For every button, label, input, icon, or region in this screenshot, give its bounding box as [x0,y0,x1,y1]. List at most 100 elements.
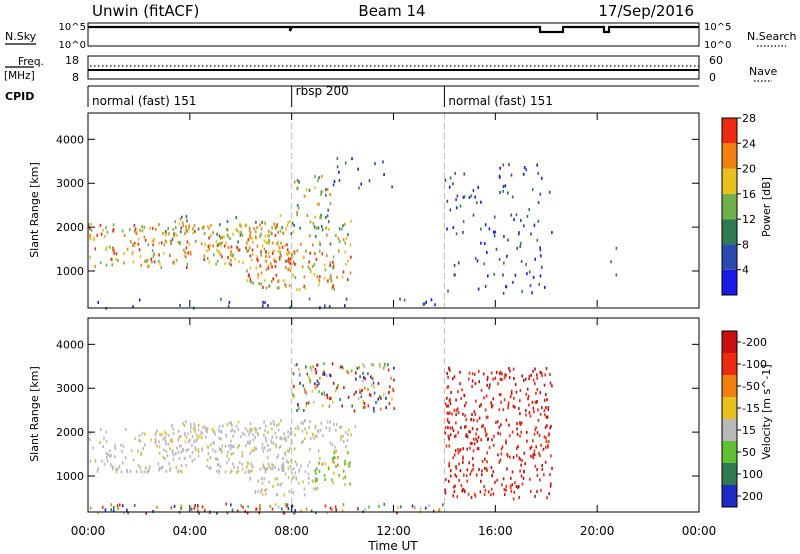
scatter-cell [244,427,247,431]
scatter-cell [479,490,482,494]
scatter-cell [357,167,359,171]
scatter-cell [492,230,495,234]
scatter-cell [129,228,131,232]
scatter-cell [492,492,495,496]
scatter-cell [206,458,209,462]
scatter-cell [336,165,339,169]
scatter-cell [296,409,298,412]
scatter-cell [232,232,234,236]
scatter-cell [372,406,375,410]
scatter-cell [350,369,353,373]
scatter-cell [466,468,469,472]
scatter-cell [328,467,330,471]
scatter-cell [343,386,345,389]
scatter-cell [272,463,275,467]
scatter-cell [383,393,385,397]
scatter-cell [324,477,326,481]
scatter-cell [543,473,545,477]
colorbar-bin [722,485,737,507]
scatter-cell [191,435,194,439]
scatter-cell [342,440,345,444]
scatter-cell [314,175,316,178]
scatter-cell [312,487,315,491]
scatter-cell [275,435,278,439]
scatter-cell [189,252,192,256]
scatter-cell [470,194,473,198]
scatter-cell [338,227,341,231]
scatter-cell [536,373,538,377]
scatter-cell [246,429,249,433]
scatter-cell [337,236,340,240]
scatter-cell [283,493,285,497]
scatter-cell [337,384,339,388]
scatter-cell [123,233,126,237]
scatter-cell [173,232,176,236]
scatter-cell [505,373,507,377]
scatter-cell [118,465,120,469]
scatter-cell [297,427,300,431]
scatter-cell [271,441,273,445]
scatter-cell [195,433,198,437]
scatter-cell [549,473,551,476]
scatter-cell [383,364,386,368]
scatter-cell [177,437,180,441]
scatter-cell [236,245,239,249]
scatter-cell [199,434,201,438]
scatter-cell [362,363,364,367]
scatter-cell [88,223,90,227]
scatter-cell [468,371,471,375]
scatter-cell [315,424,317,428]
scatter-cell [480,200,482,204]
scatter-cell [461,489,463,493]
scatter-cell [350,219,352,223]
scatter-cell [532,455,534,459]
scatter-cell [226,220,229,223]
scatter-cell [255,507,258,511]
scatter-cell [315,511,317,515]
scatter-cell [221,241,223,245]
scatter-cell [290,427,292,431]
scatter-cell [96,233,99,237]
scatter-cell [261,481,264,485]
scatter-cell [287,257,290,261]
colorbar-tick-label: 12 [742,213,756,226]
scatter-cell [529,446,532,450]
scatter-cell [321,392,323,396]
scatter-cell [493,215,496,219]
scatter-cell [547,445,549,449]
scatter-cell [459,204,462,208]
scatter-cell [169,254,171,257]
scatter-cell [497,453,499,457]
scatter-cell [305,404,308,408]
scatter-cell [175,466,178,469]
scatter-cell [533,410,535,414]
x-tick-label: 00:00 [71,524,106,538]
scatter-cell [187,440,190,443]
scatter-cell [166,454,169,458]
scatter-cell [303,408,305,412]
scatter-cell [184,431,186,435]
scatter-cell [271,463,273,467]
scatter-cell [507,191,509,195]
scatter-cell [502,185,505,188]
scatter-cell [499,432,502,436]
scatter-cell [215,469,218,473]
scatter-cell [141,224,143,228]
scatter-cell [503,261,505,265]
scatter-cell [286,224,289,228]
scatter-cell [483,262,486,266]
scatter-cell [449,433,452,437]
scatter-cell [449,176,452,180]
scatter-cell [170,506,173,510]
scatter-cell [216,511,218,515]
scatter-cell [323,276,326,280]
scatter-cell [184,440,187,444]
scatter-cell [499,458,502,462]
scatter-cell [282,464,285,468]
scatter-cell [299,288,301,291]
scatter-cell [482,372,485,376]
scatter-cell [321,228,324,232]
scatter-cell [497,431,499,435]
scatter-cell [153,237,155,241]
scatter-cell [342,367,345,370]
